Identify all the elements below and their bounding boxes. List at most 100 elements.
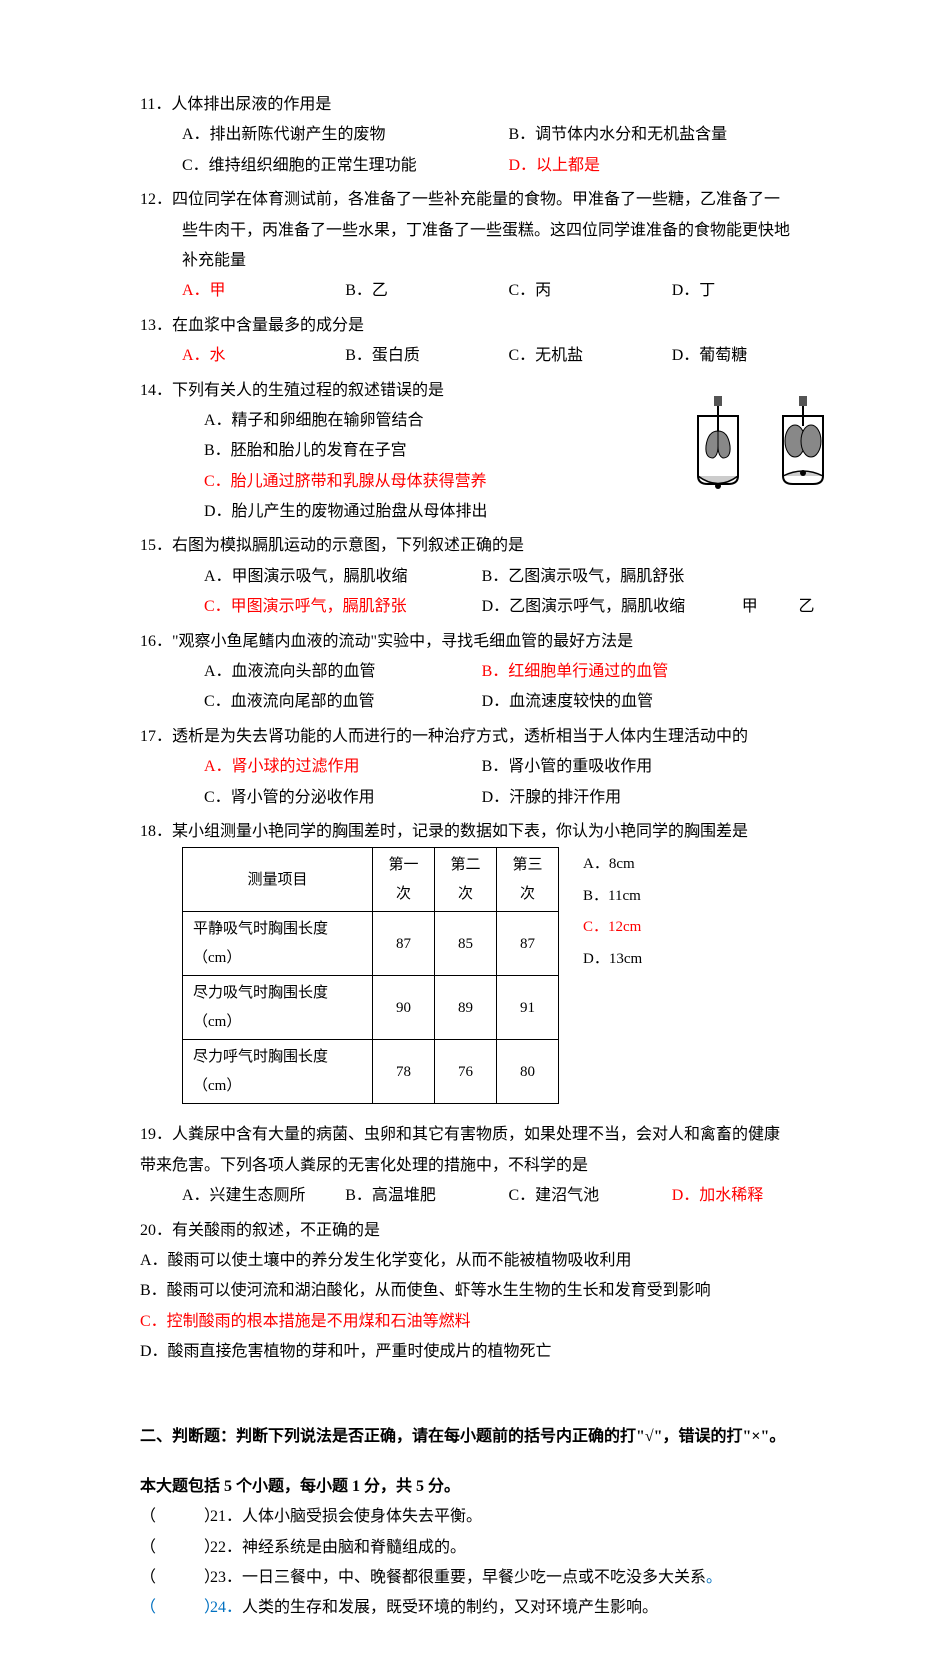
q23-num: 23． [210, 1569, 242, 1586]
q17-text: 透析是为失去肾功能的人而进行的一种治疗方式，透析相当于人体内生理活动中的 [172, 728, 748, 745]
q13-stem: 13．在血浆中含量最多的成分是 [140, 311, 835, 341]
q22-text: 神经系统是由脑和脊髓组成的。 [242, 1539, 466, 1556]
q13-opt-d: D．葡萄糖 [672, 341, 835, 371]
q15-row1: A．甲图演示吸气，膈肌收缩 B．乙图演示吸气，膈肌舒张 [140, 562, 835, 592]
q22-body: 22．神经系统是由脑和脊髓组成的。 [210, 1533, 466, 1563]
q11-opt-d: D．以上都是 [509, 151, 836, 181]
q19-opt-a: A．兴建生态厕所 [182, 1181, 345, 1211]
q24-body: 24．人类的生存和发展，既受环境的制约，又对环境产生影响。 [210, 1593, 658, 1623]
q15-stem: 15．右图为模拟膈肌运动的示意图，下列叙述正确的是 [140, 531, 835, 561]
q15-row2: C．甲图演示呼气，膈肌舒张 D．乙图演示呼气，膈肌收缩 甲 乙 [140, 592, 835, 622]
q11-row1: A．排出新陈代谢产生的废物 B．调节体内水分和无机盐含量 [140, 120, 835, 150]
q17-stem: 17．透析是为失去肾功能的人而进行的一种治疗方式，透析相当于人体内生理活动中的 [140, 722, 835, 752]
q15-opt-b: B．乙图演示吸气，膈肌舒张 [482, 562, 760, 592]
cell-r1c2: 89 [435, 976, 497, 1040]
question-11: 11．人体排出尿液的作用是 A．排出新陈代谢产生的废物 B．调节体内水分和无机盐… [140, 90, 835, 181]
q16-text: "观察小鱼尾鳍内血液的流动"实验中，寻找毛细血管的最好方法是 [172, 633, 633, 650]
th-1: 第一次 [373, 848, 435, 912]
cell-r0c0: 平静吸气时胸围长度（cm） [183, 912, 373, 976]
q18-num: 18． [140, 823, 172, 840]
q14-opt-d: D．胎儿产生的废物通过胎盘从母体排出 [140, 497, 835, 527]
bottle-yi [768, 396, 838, 496]
q18-opts: A．8cm B．11cm C．12cm D．13cm [583, 847, 642, 975]
q19-stem: 19．人粪尿中含有大量的病菌、虫卵和其它有害物质，如果处理不当，会对人和禽畜的健… [140, 1120, 835, 1150]
q20-num: 20． [140, 1222, 172, 1239]
q12-stem: 12．四位同学在体育测试前，各准备了一些补充能量的食物。甲准备了一些糖，乙准备了… [140, 185, 835, 215]
cork-icon [714, 396, 722, 406]
q16-opt-b: B．红细胞单行通过的血管 [482, 657, 798, 687]
cell-r1c3: 91 [497, 976, 559, 1040]
question-19: 19．人粪尿中含有大量的病菌、虫卵和其它有害物质，如果处理不当，会对人和禽畜的健… [140, 1120, 835, 1211]
q13-opts: A．水 B．蛋白质 C．无机盐 D．葡萄糖 [140, 341, 835, 371]
q11-opt-c: C．维持组织细胞的正常生理功能 [182, 151, 509, 181]
question-22: （ ） 22．神经系统是由脑和脊髓组成的。 [140, 1533, 835, 1563]
q24-paren: （ ） [140, 1593, 210, 1623]
q13-text: 在血浆中含量最多的成分是 [172, 317, 364, 334]
cell-r1c1: 90 [373, 976, 435, 1040]
q23-paren: （ ） [140, 1563, 210, 1593]
q19-num: 19． [140, 1126, 172, 1143]
q11-opt-a: A．排出新陈代谢产生的废物 [182, 120, 509, 150]
q14-num: 14． [140, 382, 172, 399]
q15-text: 右图为模拟膈肌运动的示意图，下列叙述正确的是 [172, 537, 524, 554]
q11-row2: C．维持组织细胞的正常生理功能 D．以上都是 [140, 151, 835, 181]
q17-row1: A．肾小球的过滤作用 B．肾小管的重吸收作用 [140, 752, 835, 782]
cell-r0c1: 87 [373, 912, 435, 976]
q17-opt-d: D．汗腺的排汗作用 [482, 783, 798, 813]
q13-opt-c: C．无机盐 [509, 341, 672, 371]
q18-table: 测量项目 第一次 第二次 第三次 平静吸气时胸围长度（cm） 87 85 87 … [182, 847, 559, 1104]
q19-text2: 带来危害。下列各项人粪尿的无害化处理的措施中，不科学的是 [140, 1151, 835, 1181]
q17-row2: C．肾小管的分泌收作用 D．汗腺的排汗作用 [140, 783, 835, 813]
q19-opt-d: D．加水稀释 [672, 1181, 835, 1211]
q16-num: 16． [140, 633, 172, 650]
q20-opt-b: B．酸雨可以使河流和湖泊酸化，从而使鱼、虾等水生生物的生长和发育受到影响 [140, 1276, 835, 1306]
q13-opt-a: A．水 [182, 341, 345, 371]
q11-opt-b: B．调节体内水分和无机盐含量 [509, 120, 836, 150]
q19-text1: 人粪尿中含有大量的病菌、虫卵和其它有害物质，如果处理不当，会对人和禽畜的健康 [172, 1126, 780, 1143]
q20-text: 有关酸雨的叙述，不正确的是 [172, 1222, 380, 1239]
table-row: 尽力呼气时胸围长度（cm） 78 76 80 [183, 1040, 559, 1104]
q20-opt-d: D．酸雨直接危害植物的芽和叶，严重时使成片的植物死亡 [140, 1337, 835, 1367]
q18-table-wrap: 测量项目 第一次 第二次 第三次 平静吸气时胸围长度（cm） 87 85 87 … [140, 847, 835, 1104]
question-21: （ ） 21．人体小脑受损会使身体失去平衡。 [140, 1502, 835, 1532]
q19-opt-b: B．高温堆肥 [345, 1181, 508, 1211]
question-20: 20．有关酸雨的叙述，不正确的是 A．酸雨可以使土壤中的养分发生化学变化，从而不… [140, 1216, 835, 1368]
q18-text: 某小组测量小艳同学的胸围差时，记录的数据如下表，你认为小艳同学的胸围差是 [172, 823, 748, 840]
question-23: （ ） 23．一日三餐中，中、晚餐都很重要，早餐少吃一点或不吃没多大关系。 [140, 1563, 835, 1593]
q19-opts: A．兴建生态厕所 B．高温堆肥 C．建沼气池 D．加水稀释 [140, 1181, 835, 1211]
q22-num: 22． [210, 1539, 242, 1556]
q16-row1: A．血液流向头部的血管 B．红细胞单行通过的血管 [140, 657, 835, 687]
question-13: 13．在血浆中含量最多的成分是 A．水 B．蛋白质 C．无机盐 D．葡萄糖 [140, 311, 835, 372]
q12-opt-c: C．丙 [509, 276, 672, 306]
question-14: 14．下列有关人的生殖过程的叙述错误的是 A．精子和卵细胞在输卵管结合 B．胚胎… [140, 376, 835, 528]
q23-dot: 。 [706, 1569, 722, 1586]
caption-yi: 乙 [778, 592, 835, 622]
q15-opt-a: A．甲图演示吸气，膈肌收缩 [204, 562, 482, 592]
question-12: 12．四位同学在体育测试前，各准备了一些补充能量的食物。甲准备了一些糖，乙准备了… [140, 185, 835, 307]
q14-text: 下列有关人的生殖过程的叙述错误的是 [172, 382, 444, 399]
q23-text: 一日三餐中，中、晚餐都很重要，早餐少吃一点或不吃没多大关系 [242, 1569, 706, 1586]
q18-opt-d: D．13cm [583, 944, 642, 976]
th-3: 第三次 [497, 848, 559, 912]
q12-opts: A．甲 B．乙 C．丙 D．丁 [140, 276, 835, 306]
q12-opt-d: D．丁 [672, 276, 835, 306]
q17-num: 17． [140, 728, 172, 745]
table-header-row: 测量项目 第一次 第二次 第三次 [183, 848, 559, 912]
q18-opt-c: C．12cm [583, 912, 642, 944]
th-0: 测量项目 [183, 848, 373, 912]
q16-opt-c: C．血液流向尾部的血管 [204, 687, 482, 717]
caption-jia: 甲 [721, 592, 778, 622]
q18-opt-b: B．11cm [583, 881, 642, 913]
q12-num: 12． [140, 191, 172, 208]
q20-opt-a: A．酸雨可以使土壤中的养分发生化学变化，从而不能被植物吸收利用 [140, 1246, 835, 1276]
q15-opt-c: C．甲图演示呼气，膈肌舒张 [204, 592, 482, 622]
q15-opt-d: D．乙图演示呼气，膈肌收缩 [482, 592, 722, 622]
cell-r2c2: 76 [435, 1040, 497, 1104]
q16-row2: C．血液流向尾部的血管 D．血流速度较快的血管 [140, 687, 835, 717]
q16-stem: 16．"观察小鱼尾鳍内血液的流动"实验中，寻找毛细血管的最好方法是 [140, 627, 835, 657]
q12-text1: 四位同学在体育测试前，各准备了一些补充能量的食物。甲准备了一些糖，乙准备了一 [172, 191, 780, 208]
q21-body: 21．人体小脑受损会使身体失去平衡。 [210, 1502, 482, 1532]
q23-body: 23．一日三餐中，中、晚餐都很重要，早餐少吃一点或不吃没多大关系。 [210, 1563, 722, 1593]
q17-opt-c: C．肾小管的分泌收作用 [204, 783, 482, 813]
question-16: 16．"观察小鱼尾鳍内血液的流动"实验中，寻找毛细血管的最好方法是 A．血液流向… [140, 627, 835, 718]
